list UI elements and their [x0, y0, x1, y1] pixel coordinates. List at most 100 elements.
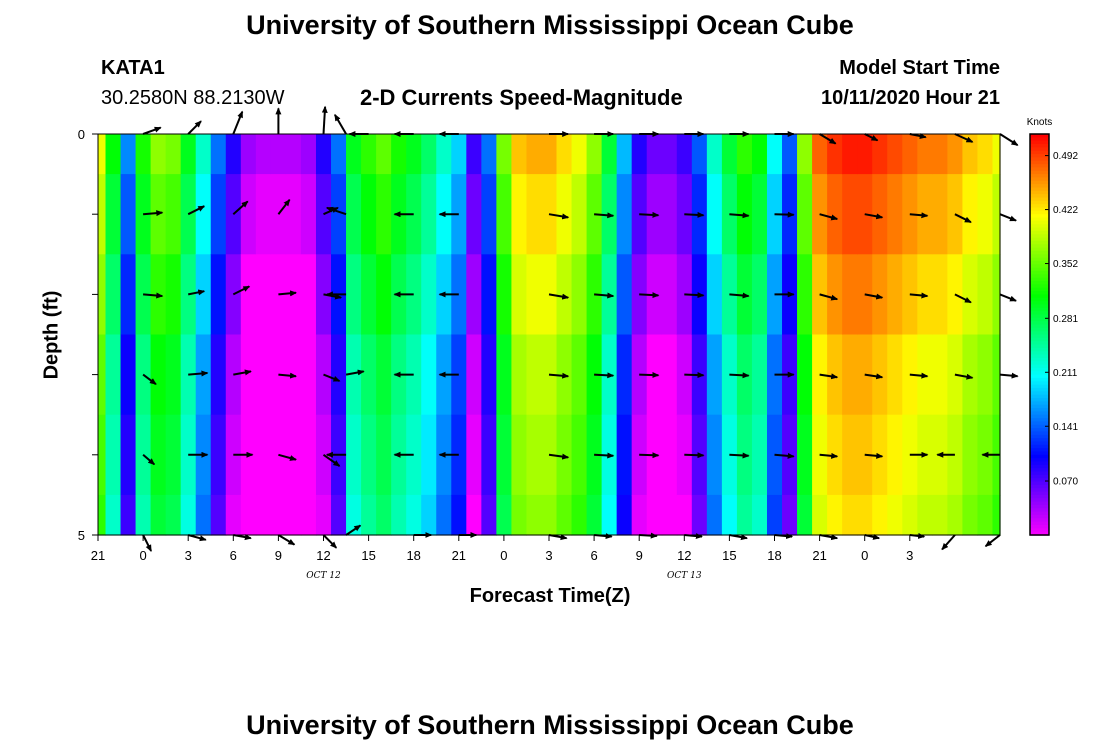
current-vector: [639, 372, 660, 379]
heatmap-cell: [496, 334, 513, 416]
current-vector: [954, 293, 972, 304]
current-vector: [684, 372, 705, 379]
heatmap-cell: [932, 134, 948, 175]
colorbar-segment: [1030, 237, 1049, 242]
heatmap-cell: [902, 494, 918, 536]
colorbar-segment: [1030, 170, 1049, 175]
heatmap-cell: [376, 254, 392, 336]
heatmap-cell: [210, 414, 227, 496]
heatmap-cell: [526, 174, 543, 255]
current-vector: [345, 369, 365, 376]
colorbar-segment: [1030, 294, 1049, 299]
heatmap-cell: [616, 414, 633, 496]
colorbar-tick-label: 0.492: [1053, 151, 1078, 162]
heatmap-cell: [300, 334, 317, 416]
heatmap-cell: [797, 494, 813, 536]
colorbar-segment: [1030, 448, 1049, 453]
heatmap-cell: [827, 494, 843, 536]
heatmap-cell: [812, 494, 828, 536]
heatmap-cell: [917, 494, 933, 536]
heatmap-cell: [586, 134, 603, 175]
heatmap-cell: [210, 254, 227, 336]
heatmap-cell: [782, 494, 798, 536]
heatmap-cell: [98, 334, 107, 416]
heatmap-cell: [962, 334, 979, 416]
heatmap-cell: [526, 334, 543, 416]
heatmap-cell: [481, 414, 497, 496]
heatmap-cell: [766, 494, 783, 536]
colorbar-segment: [1030, 364, 1049, 369]
model-start-time: 10/11/2020 Hour 21: [820, 87, 1000, 109]
colorbar-segment: [1030, 327, 1049, 332]
current-vector: [548, 293, 570, 300]
current-vector: [774, 211, 795, 218]
colorbar-segment: [1030, 291, 1049, 296]
heatmap-cell: [240, 494, 257, 536]
colorbar-tick-label: 0.211: [1053, 368, 1078, 379]
heatmap-cell: [887, 494, 903, 536]
current-vector: [323, 373, 341, 382]
heatmap-cell: [210, 494, 227, 536]
heatmap-cell: [917, 134, 933, 175]
date-label: OCT 13: [667, 571, 702, 581]
colorbar-segment: [1030, 167, 1049, 172]
colorbar-segment: [1030, 408, 1049, 413]
current-vector: [639, 452, 660, 459]
colorbar-segment: [1030, 140, 1049, 145]
heatmap-cell: [842, 414, 858, 496]
heatmap-cell: [827, 254, 843, 336]
heatmap-cell: [165, 134, 182, 175]
heatmap-cell: [376, 494, 392, 536]
heatmap-cell: [361, 134, 377, 175]
heatmap-cell: [195, 494, 212, 536]
heatmap-cell: [98, 414, 107, 496]
heatmap-cell: [842, 134, 858, 175]
heatmap-cell: [992, 174, 1001, 255]
heatmap-cell: [496, 174, 513, 255]
colorbar-segment: [1030, 314, 1049, 319]
heatmap-cell: [526, 254, 543, 336]
heatmap-cell: [827, 334, 843, 416]
heatmap-cell: [105, 174, 122, 255]
colorbar-segment: [1030, 177, 1049, 182]
x-tick-label: 18: [406, 548, 420, 563]
heatmap-cell: [586, 494, 603, 536]
colorbar-segment: [1030, 271, 1049, 276]
current-vector: [548, 372, 570, 379]
current-vector: [143, 210, 164, 217]
station-name: KATA1: [101, 57, 165, 79]
heatmap-cell: [676, 134, 693, 175]
heatmap-cell: [376, 414, 392, 496]
current-vector: [232, 110, 244, 135]
heatmap-cell: [135, 134, 152, 175]
heatmap-cell: [977, 134, 994, 175]
heatmap-cell: [466, 494, 482, 536]
colorbar-segment: [1030, 267, 1049, 272]
heatmap-cell: [120, 334, 137, 416]
colorbar-segment: [1030, 324, 1049, 329]
current-vector: [909, 372, 929, 379]
current-vector: [345, 524, 362, 536]
heatmap-cell: [556, 174, 573, 255]
heatmap-cell: [195, 254, 212, 336]
colorbar-segment: [1030, 207, 1049, 212]
x-tick-label: 6: [590, 548, 597, 563]
colorbar-segment: [1030, 344, 1049, 349]
colorbar-segment: [1030, 264, 1049, 269]
heatmap-cell: [285, 254, 302, 336]
x-tick-label: 15: [722, 548, 736, 563]
heatmap-cell: [872, 134, 888, 175]
colorbar-segment: [1030, 418, 1049, 423]
heatmap-cell: [962, 134, 979, 175]
colorbar-segment: [1030, 471, 1049, 476]
heatmap-cell: [481, 254, 497, 336]
heatmap-cell: [947, 134, 964, 175]
colorbar-segment: [1030, 484, 1049, 489]
current-vector: [999, 133, 1019, 147]
heatmap-cell: [331, 174, 347, 255]
heatmap-cell: [706, 174, 723, 255]
heatmap-cell: [255, 174, 272, 255]
heatmap-cell: [992, 254, 1001, 336]
heatmap-cell: [721, 134, 738, 175]
heatmap-cell: [857, 134, 873, 175]
